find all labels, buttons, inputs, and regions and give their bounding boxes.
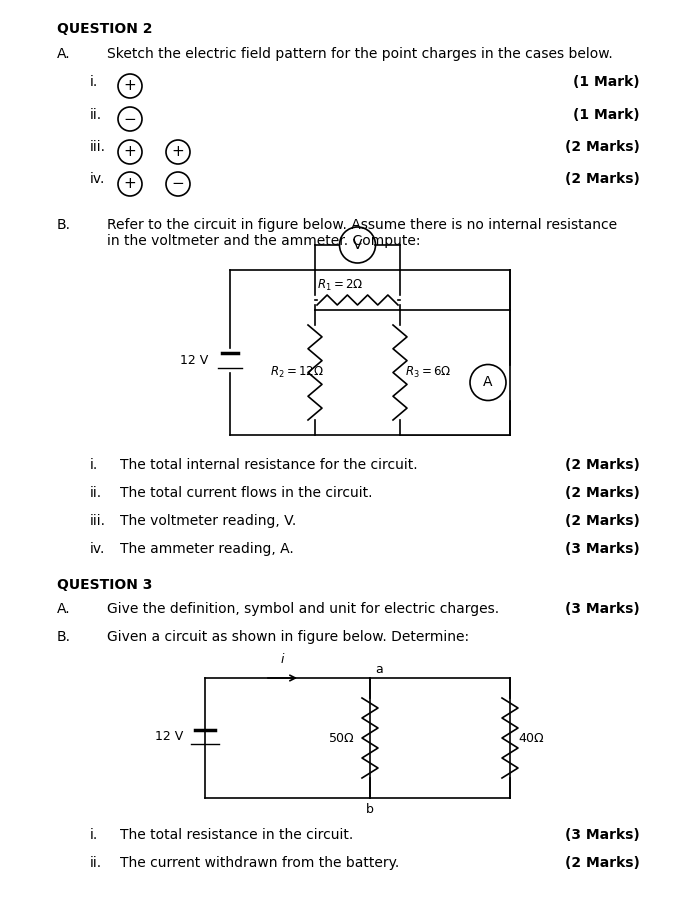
Text: (1 Mark): (1 Mark) xyxy=(574,75,640,89)
Text: A.: A. xyxy=(57,602,70,616)
Text: $40\Omega$: $40\Omega$ xyxy=(518,732,545,744)
Text: (2 Marks): (2 Marks) xyxy=(565,514,640,528)
Text: in the voltmeter and the ammeter. Compute:: in the voltmeter and the ammeter. Comput… xyxy=(107,234,421,248)
Text: +: + xyxy=(124,144,136,160)
Text: Refer to the circuit in figure below. Assume there is no internal resistance: Refer to the circuit in figure below. As… xyxy=(107,218,617,232)
Text: (1 Mark): (1 Mark) xyxy=(574,108,640,122)
Text: (3 Marks): (3 Marks) xyxy=(565,542,640,556)
Text: The current withdrawn from the battery.: The current withdrawn from the battery. xyxy=(120,856,399,870)
Text: +: + xyxy=(171,144,184,160)
Text: (3 Marks): (3 Marks) xyxy=(565,828,640,842)
Text: −: − xyxy=(124,111,136,127)
Text: iii.: iii. xyxy=(90,514,106,528)
Text: i.: i. xyxy=(90,458,98,472)
Text: i.: i. xyxy=(90,828,98,842)
Text: iv.: iv. xyxy=(90,172,105,186)
Text: iv.: iv. xyxy=(90,542,105,556)
Text: (3 Marks): (3 Marks) xyxy=(565,602,640,616)
Text: 12 V: 12 V xyxy=(155,731,183,744)
Text: The voltmeter reading, V.: The voltmeter reading, V. xyxy=(120,514,296,528)
Text: Sketch the electric field pattern for the point charges in the cases below.: Sketch the electric field pattern for th… xyxy=(107,47,613,61)
Text: QUESTION 2: QUESTION 2 xyxy=(57,22,153,36)
Text: A.: A. xyxy=(57,47,70,61)
Text: The ammeter reading, A.: The ammeter reading, A. xyxy=(120,542,294,556)
Text: 12 V: 12 V xyxy=(180,354,208,367)
Text: B.: B. xyxy=(57,630,71,644)
Text: +: + xyxy=(124,79,136,94)
Text: The total internal resistance for the circuit.: The total internal resistance for the ci… xyxy=(120,458,417,472)
Text: (2 Marks): (2 Marks) xyxy=(565,172,640,186)
Text: a: a xyxy=(375,663,383,676)
Text: QUESTION 3: QUESTION 3 xyxy=(57,578,153,592)
Text: A: A xyxy=(483,375,493,389)
Text: i.: i. xyxy=(90,75,98,89)
Text: B.: B. xyxy=(57,218,71,232)
Text: ii.: ii. xyxy=(90,108,102,122)
Text: +: + xyxy=(124,176,136,192)
Text: The total current flows in the circuit.: The total current flows in the circuit. xyxy=(120,486,372,500)
Text: ii.: ii. xyxy=(90,856,102,870)
Text: b: b xyxy=(366,803,374,816)
Text: $R_1 = 2\Omega$: $R_1 = 2\Omega$ xyxy=(317,278,363,293)
Text: −: − xyxy=(171,176,184,192)
Text: (2 Marks): (2 Marks) xyxy=(565,458,640,472)
Text: (2 Marks): (2 Marks) xyxy=(565,856,640,870)
Text: $50\Omega$: $50\Omega$ xyxy=(328,732,355,744)
Text: ii.: ii. xyxy=(90,486,102,500)
Text: $R_3 = 6\Omega$: $R_3 = 6\Omega$ xyxy=(405,365,451,380)
Text: $R_2 = 12\Omega$: $R_2 = 12\Omega$ xyxy=(270,365,324,380)
Text: iii.: iii. xyxy=(90,140,106,154)
Text: (2 Marks): (2 Marks) xyxy=(565,486,640,500)
Text: i: i xyxy=(281,653,284,666)
Text: The total resistance in the circuit.: The total resistance in the circuit. xyxy=(120,828,353,842)
Text: Give the definition, symbol and unit for electric charges.: Give the definition, symbol and unit for… xyxy=(107,602,499,616)
Text: Given a circuit as shown in figure below. Determine:: Given a circuit as shown in figure below… xyxy=(107,630,469,644)
Text: (2 Marks): (2 Marks) xyxy=(565,140,640,154)
Text: V: V xyxy=(352,238,362,252)
